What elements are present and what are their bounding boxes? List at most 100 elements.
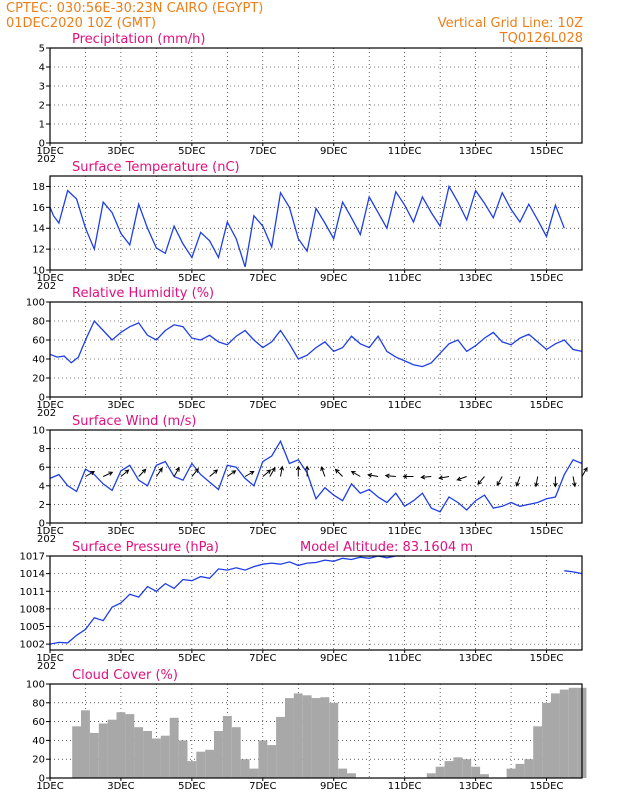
cloud-bar: [178, 740, 188, 778]
x-tick-label: 7DEC: [249, 400, 276, 411]
cloud-bar: [258, 740, 268, 778]
x-year-label: 202: [37, 661, 56, 672]
y-tick-label: 1011: [20, 587, 45, 598]
wind-arrow: [350, 470, 361, 477]
y-tick-label: 0: [39, 393, 45, 404]
x-tick-label: 1DEC: [36, 526, 63, 537]
cloud-bar: [435, 766, 445, 778]
x-tick-label: 1DEC: [36, 273, 63, 284]
cloud-bar: [559, 689, 569, 778]
x-tick-label: 5DEC: [178, 526, 205, 537]
header-date: 01DEC2020 10Z (GMT): [6, 16, 156, 31]
cloud-bar: [81, 710, 90, 778]
x-tick-label: 9DEC: [320, 273, 347, 284]
wind-arrow: [456, 476, 467, 481]
panel-title: Cloud Cover (%): [72, 668, 178, 683]
x-tick-label: 7DEC: [249, 273, 276, 284]
y-tick-label: 40: [32, 736, 45, 747]
cloud-bar: [214, 731, 223, 778]
cloud-bar: [320, 697, 330, 778]
y-tick-label: 4: [39, 63, 45, 74]
y-tick-label: 2: [39, 500, 45, 511]
y-tick-label: 80: [32, 698, 45, 709]
x-tick-label: 3DEC: [107, 781, 134, 792]
wind-arrow: [191, 467, 199, 477]
panel-title: Surface Temperature (nC): [72, 160, 240, 175]
x-tick-label: 11DEC: [388, 653, 422, 664]
wind-arrow: [155, 467, 163, 477]
x-tick-label: 11DEC: [388, 273, 422, 284]
cloud-bar: [302, 695, 312, 778]
panel-rh: 0 20 40 60 80 100 1DEC 3DEC 5DEC 7DEC 9DEC 11DEC 13D…: [26, 286, 583, 419]
y-tick-label: 18: [32, 182, 45, 193]
y-tick-label: 100: [26, 298, 45, 309]
y-tick-label: 60: [32, 717, 45, 728]
x-tick-label: 3DEC: [107, 273, 134, 284]
x-tick-label: 9DEC: [320, 146, 347, 157]
y-tick-label: 2: [39, 101, 45, 112]
y-tick-label: 0: [39, 519, 45, 530]
panel-pressure: 1002 1005 1008 1011 1014 1017 1DEC 3DEC 5DEC 7DEC…: [20, 540, 583, 672]
cloud-bar: [551, 693, 560, 778]
x-tick-label: 11DEC: [388, 781, 422, 792]
y-tick-label: 0: [39, 139, 45, 150]
x-tick-label: 13DEC: [459, 526, 493, 537]
cloud-bar: [249, 768, 259, 778]
y-tick-label: 20: [32, 374, 45, 385]
cloud-bar: [276, 716, 285, 778]
x-tick-label: 1DEC: [36, 653, 63, 664]
cloud-bar: [515, 763, 525, 778]
cloud-bar: [116, 712, 126, 778]
x-tick-label: 13DEC: [459, 781, 493, 792]
header-grid-note: Vertical Grid Line: 10Z: [438, 16, 583, 31]
y-tick-label: 40: [32, 355, 45, 366]
wind-arrow: [367, 473, 379, 478]
wind-arrow: [477, 476, 485, 486]
wind-arrow: [581, 466, 588, 477]
x-tick-label: 9DEC: [320, 400, 347, 411]
wind-arrow: [304, 465, 310, 477]
panel-annotation: Model Altitude: 83.1604 m: [300, 540, 473, 555]
panel-frame: [49, 175, 583, 271]
panel-frame: [49, 555, 583, 651]
cloud-bar: [453, 757, 463, 778]
cloud-bar: [160, 735, 170, 778]
y-tick-label: 1008: [20, 604, 45, 615]
rh-series-line: [49, 319, 583, 368]
panel-frame: [49, 301, 583, 398]
y-tick-label: 20: [32, 755, 45, 766]
panel-cloud: 0 20 40 60 80 100 1DEC 3DEC 5DEC 7DEC 9DEC 11DEC 13D…: [26, 668, 587, 792]
x-tick-label: 5DEC: [178, 146, 205, 157]
y-tick-label: 60: [32, 336, 45, 347]
cloud-bar: [471, 766, 481, 778]
cloud-bar: [524, 759, 534, 778]
x-tick-label: 13DEC: [459, 400, 493, 411]
x-tick-label: 9DEC: [320, 781, 347, 792]
cloud-bar: [196, 751, 206, 778]
wind-arrow: [384, 473, 396, 479]
x-tick-label: 1DEC: [36, 400, 63, 411]
panel-frame: [49, 429, 583, 524]
y-tick-label: 80: [32, 317, 45, 328]
y-tick-label: 8: [39, 444, 45, 455]
panel-wind: 0 2 4 6 8 10 1DEC 3DEC 5DEC 7DEC 9DEC 11DEC 13DEC 15D…: [32, 414, 588, 545]
wind-arrow: [244, 470, 255, 477]
wind-arrow: [227, 470, 237, 477]
x-tick-label: 5DEC: [178, 400, 205, 411]
cloud-bar: [285, 698, 294, 778]
y-tick-label: 4: [39, 481, 45, 492]
y-tick-label: 100: [26, 680, 45, 691]
x-year-label: 202: [37, 281, 56, 292]
x-tick-label: 7DEC: [249, 146, 276, 157]
x-tick-label: 13DEC: [459, 146, 493, 157]
y-tick-label: 0: [39, 774, 45, 785]
cloud-bar: [542, 702, 551, 778]
x-tick-label: 1DEC: [36, 146, 63, 157]
wind-arrow: [320, 466, 326, 477]
x-tick-label: 11DEC: [388, 400, 422, 411]
y-tick-label: 5: [39, 44, 45, 55]
y-tick-label: 12: [32, 245, 45, 256]
y-tick-label: 3: [39, 82, 45, 93]
